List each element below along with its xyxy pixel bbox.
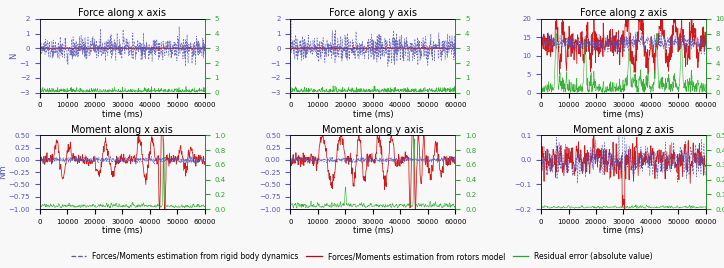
- Y-axis label: Nm: Nm: [0, 165, 7, 179]
- Title: Moment along x axis: Moment along x axis: [72, 125, 173, 135]
- X-axis label: time (ms): time (ms): [353, 226, 393, 235]
- Title: Force along z axis: Force along z axis: [580, 8, 667, 18]
- Legend: Forces/Moments estimation from rigid body dynamics, Forces/Moments estimation fr: Forces/Moments estimation from rigid bod…: [68, 249, 656, 264]
- X-axis label: time (ms): time (ms): [603, 110, 644, 119]
- Title: Moment along y axis: Moment along y axis: [322, 125, 424, 135]
- X-axis label: time (ms): time (ms): [353, 110, 393, 119]
- Title: Force along y axis: Force along y axis: [329, 8, 417, 18]
- Title: Force along x axis: Force along x axis: [78, 8, 167, 18]
- Title: Moment along z axis: Moment along z axis: [573, 125, 674, 135]
- X-axis label: time (ms): time (ms): [102, 110, 143, 119]
- X-axis label: time (ms): time (ms): [603, 226, 644, 235]
- Y-axis label: N: N: [9, 53, 18, 59]
- X-axis label: time (ms): time (ms): [102, 226, 143, 235]
